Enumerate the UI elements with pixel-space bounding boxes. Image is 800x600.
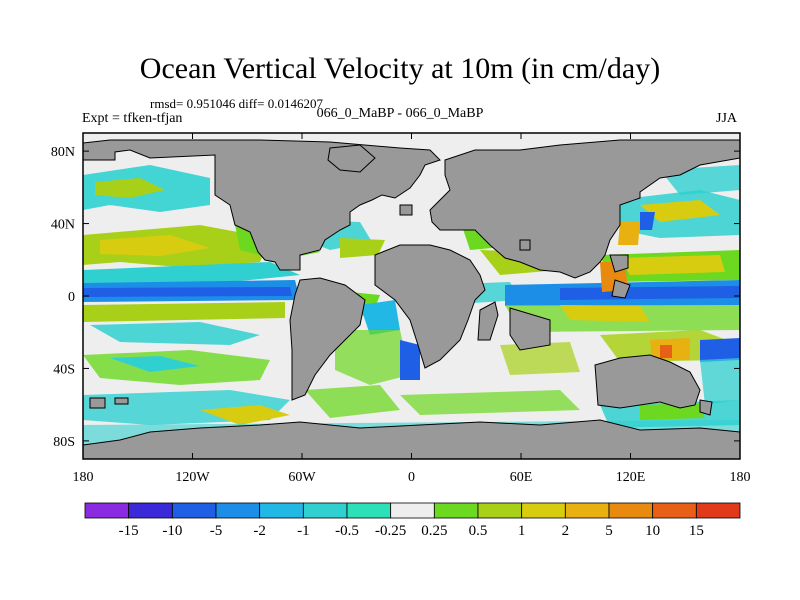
y-tick-label: 40N — [51, 218, 75, 233]
colorbar-swatch — [171, 502, 217, 519]
season-label: JJA — [716, 111, 738, 126]
colorbar-label: 0.25 — [421, 523, 447, 539]
colorbar-label: 1 — [518, 523, 526, 539]
colorbar: -15 -10 -5 -2 -1 -0.5 -0.25 0.25 0.5 1 2 5 10 15 — [84, 502, 741, 539]
velocity-field — [83, 165, 740, 445]
y-tick-label: 40S — [53, 362, 75, 377]
expt-label: Expt = tfken-tfjan — [82, 111, 183, 126]
y-tick-label: 80S — [53, 435, 75, 450]
colorbar-swatch — [259, 502, 304, 519]
x-tick-label: 180 — [730, 470, 751, 485]
colorbar-swatch — [302, 502, 348, 519]
colorbar-label: -5 — [210, 523, 223, 539]
y-tick-label: 0 — [68, 290, 75, 305]
colorbar-swatch — [433, 502, 479, 519]
stats-text: rmsd= 0.951046 diff= 0.0146207 — [150, 96, 323, 111]
colorbar-swatch — [608, 502, 654, 519]
figure-title: Ocean Vertical Velocity at 10m (in cm/da… — [139, 52, 661, 85]
colorbar-label: -0.5 — [335, 523, 359, 539]
colorbar-swatch — [215, 502, 261, 519]
y-axis: 80N 40N 0 40S 80S — [51, 145, 740, 450]
colorbar-label: -1 — [297, 523, 310, 539]
x-axis: 180 120W 60W 0 60E 120E 180 — [73, 133, 751, 485]
x-tick-label: 0 — [408, 470, 415, 485]
colorbar-swatch — [346, 502, 392, 519]
colorbar-label: 10 — [645, 523, 660, 539]
colorbar-swatch — [564, 502, 610, 519]
colorbar-swatch — [477, 502, 523, 519]
colorbar-label: 5 — [605, 523, 613, 539]
colorbar-swatch — [128, 502, 173, 519]
colorbar-label: -2 — [253, 523, 266, 539]
colorbar-swatch — [695, 502, 741, 519]
x-tick-label: 120W — [175, 470, 210, 485]
y-tick-label: 80N — [51, 145, 75, 160]
colorbar-label: -10 — [162, 523, 182, 539]
colorbar-label: 0.5 — [469, 523, 488, 539]
colorbar-label: 2 — [562, 523, 570, 539]
land-masses — [83, 139, 740, 459]
colorbar-swatch — [652, 502, 697, 519]
x-tick-label: 60W — [288, 470, 316, 485]
map-plot-area — [83, 133, 740, 459]
colorbar-swatch — [390, 502, 435, 519]
experiment-name: 066_0_MaBP - 066_0_MaBP — [316, 106, 484, 121]
x-tick-label: 60E — [510, 470, 533, 485]
x-tick-label: 120E — [616, 470, 646, 485]
colorbar-label: -0.25 — [375, 523, 406, 539]
x-tick-label: 180 — [73, 470, 94, 485]
colorbar-swatch — [521, 502, 566, 519]
colorbar-swatch — [84, 502, 130, 519]
colorbar-label: -15 — [119, 523, 139, 539]
colorbar-label: 15 — [689, 523, 704, 539]
